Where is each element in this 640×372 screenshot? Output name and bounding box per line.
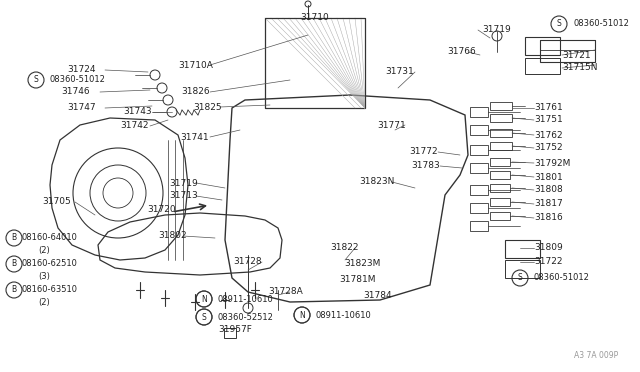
Bar — [490, 129, 512, 137]
Text: 31808: 31808 — [534, 186, 563, 195]
Text: 31742: 31742 — [121, 122, 149, 131]
Bar — [470, 145, 488, 155]
Text: B: B — [12, 234, 17, 243]
Text: 31741: 31741 — [180, 132, 209, 141]
Text: 31801: 31801 — [534, 173, 563, 182]
Text: 31802: 31802 — [159, 231, 188, 241]
Bar — [265, 18, 365, 108]
Text: 31752: 31752 — [534, 144, 563, 153]
Bar — [490, 184, 510, 192]
Bar — [470, 163, 488, 173]
Text: 31721: 31721 — [562, 51, 591, 60]
Text: 08160-63510: 08160-63510 — [22, 285, 78, 295]
Text: N: N — [299, 311, 305, 320]
Text: 31826: 31826 — [182, 87, 211, 96]
Text: 31720: 31720 — [148, 205, 176, 215]
Text: 31772: 31772 — [410, 148, 438, 157]
Bar — [525, 58, 560, 74]
Text: 31705: 31705 — [43, 198, 72, 206]
Text: 31746: 31746 — [61, 87, 90, 96]
Text: 08160-64010: 08160-64010 — [22, 234, 78, 243]
Text: 08911-10610: 08911-10610 — [218, 295, 274, 304]
Text: 31825: 31825 — [194, 103, 222, 112]
Text: 31766: 31766 — [447, 48, 476, 57]
Text: 31728: 31728 — [234, 257, 262, 266]
Text: 31823M: 31823M — [344, 260, 380, 269]
Text: 31822: 31822 — [331, 244, 359, 253]
Text: S: S — [202, 312, 206, 321]
Bar — [490, 212, 510, 220]
Bar — [490, 142, 512, 150]
Text: 31713: 31713 — [170, 192, 198, 201]
Bar — [490, 102, 512, 110]
Text: 31719: 31719 — [170, 179, 198, 187]
Bar — [470, 185, 488, 195]
Text: 31771: 31771 — [378, 121, 406, 129]
Text: 31792M: 31792M — [534, 158, 570, 167]
Bar — [490, 114, 512, 122]
Text: 31783: 31783 — [412, 161, 440, 170]
Text: S: S — [518, 273, 522, 282]
Text: (3): (3) — [38, 272, 50, 280]
Bar — [540, 40, 595, 62]
Text: 08360-51012: 08360-51012 — [50, 76, 106, 84]
Text: 31823N: 31823N — [359, 177, 395, 186]
Text: 31762: 31762 — [534, 131, 563, 140]
Text: B: B — [12, 260, 17, 269]
Text: 31710: 31710 — [301, 13, 330, 22]
Bar — [540, 40, 595, 50]
Text: (2): (2) — [38, 246, 50, 254]
Bar — [505, 240, 540, 258]
Text: A3 7A 009P: A3 7A 009P — [573, 352, 618, 360]
Text: S: S — [557, 19, 561, 29]
Text: S: S — [34, 76, 38, 84]
Text: 31751: 31751 — [534, 115, 563, 125]
Text: 08360-51012: 08360-51012 — [534, 273, 590, 282]
Text: 31747: 31747 — [68, 103, 96, 112]
Text: 08360-51012: 08360-51012 — [573, 19, 629, 29]
Text: 31724: 31724 — [68, 65, 96, 74]
Text: 31817: 31817 — [534, 199, 563, 208]
Text: B: B — [12, 285, 17, 295]
Bar — [470, 107, 488, 117]
Text: 31719: 31719 — [483, 26, 511, 35]
Bar — [224, 328, 236, 338]
Bar — [490, 158, 510, 166]
Text: 31728A: 31728A — [269, 288, 303, 296]
Text: 08911-10610: 08911-10610 — [316, 311, 372, 320]
Bar — [525, 37, 560, 55]
Text: 31715N: 31715N — [562, 64, 598, 73]
Text: 31784: 31784 — [364, 291, 392, 299]
Text: 31816: 31816 — [534, 214, 563, 222]
Text: (2): (2) — [38, 298, 50, 307]
Text: 31809: 31809 — [534, 244, 563, 253]
Bar — [470, 221, 488, 231]
Bar — [490, 198, 510, 206]
Text: 31957F: 31957F — [218, 326, 252, 334]
Text: 31761: 31761 — [534, 103, 563, 112]
Text: 31731: 31731 — [386, 67, 414, 77]
Text: 08360-52512: 08360-52512 — [218, 312, 274, 321]
Text: N: N — [201, 295, 207, 304]
Bar — [470, 203, 488, 213]
Text: 31781M: 31781M — [340, 276, 376, 285]
Bar — [505, 260, 540, 278]
Text: 31743: 31743 — [124, 108, 152, 116]
Text: 31710A: 31710A — [179, 61, 213, 70]
Text: 31722: 31722 — [534, 257, 563, 266]
Bar — [470, 125, 488, 135]
Bar — [490, 171, 510, 179]
Text: 08160-62510: 08160-62510 — [22, 260, 78, 269]
